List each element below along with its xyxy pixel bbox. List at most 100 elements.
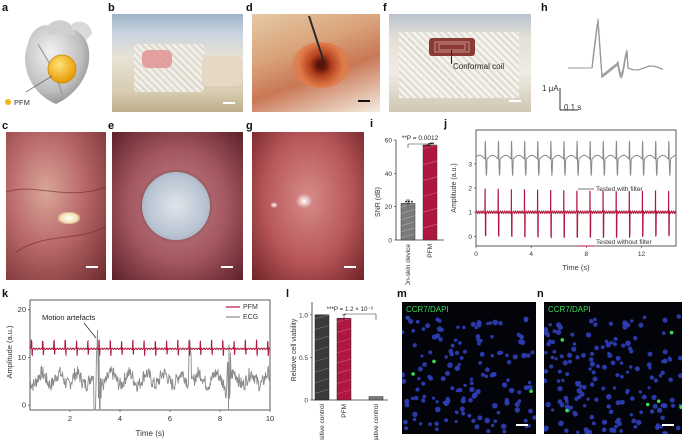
dapi-nucleus xyxy=(521,352,527,359)
dapi-nucleus xyxy=(586,429,593,434)
ccr7-cell xyxy=(656,399,661,403)
dapi-nucleus xyxy=(425,323,431,329)
dapi-nucleus xyxy=(563,395,569,401)
k-annotation-arrow xyxy=(83,322,97,339)
dapi-nucleus xyxy=(490,354,494,358)
i-category-label: PFM xyxy=(427,244,434,258)
dapi-nucleus xyxy=(662,358,668,364)
surgery-photo-b xyxy=(112,14,243,112)
dapi-nucleus xyxy=(557,399,563,404)
dapi-nucleus xyxy=(593,317,597,322)
dapi-nucleus xyxy=(647,351,653,357)
dapi-nucleus xyxy=(506,378,510,382)
dapi-nucleus xyxy=(421,381,426,386)
dapi-nucleus xyxy=(447,362,453,368)
dapi-nucleus xyxy=(619,399,625,405)
dapi-nucleus xyxy=(660,403,666,408)
dapi-nucleus xyxy=(545,401,551,408)
dapi-nucleus xyxy=(636,419,642,426)
dapi-nucleus xyxy=(428,422,432,427)
dapi-nucleus xyxy=(557,369,562,374)
ccr7-cell xyxy=(560,338,565,342)
surgery-photo-d xyxy=(252,14,380,112)
dapi-nucleus xyxy=(646,362,652,368)
panel-letter-i: i xyxy=(370,118,374,130)
dapi-nucleus xyxy=(660,370,665,375)
coil-icon xyxy=(434,41,470,53)
dapi-nucleus xyxy=(459,406,465,412)
dapi-nucleus xyxy=(610,360,616,366)
dapi-nucleus xyxy=(410,396,415,401)
dapi-nucleus xyxy=(544,378,548,384)
i-point xyxy=(411,200,413,203)
dapi-nucleus xyxy=(470,321,476,327)
dapi-nucleus xyxy=(528,384,533,390)
dapi-nucleus xyxy=(629,413,633,417)
dapi-nucleus xyxy=(564,428,569,433)
dapi-nucleus xyxy=(516,332,522,337)
dapi-nucleus xyxy=(491,371,497,377)
conformal-coil-label: Conformal coil xyxy=(453,62,505,71)
chart-k: Amplitude (a.u.) 2 4 6 8 10 0 10 20 Time (s) PF… xyxy=(5,299,274,438)
j-frame xyxy=(475,129,677,247)
dapi-nucleus xyxy=(530,350,535,355)
dapi-nucleus xyxy=(655,423,660,428)
i-point xyxy=(405,200,407,203)
dapi-nucleus xyxy=(601,427,607,432)
panel-letter-j: j xyxy=(444,118,448,130)
dapi-nucleus xyxy=(609,427,615,433)
l-bar-hatch xyxy=(336,338,352,343)
dapi-nucleus xyxy=(570,332,575,337)
dapi-nucleus xyxy=(527,380,532,385)
dapi-nucleus xyxy=(594,397,599,402)
dapi-nucleus xyxy=(620,374,624,379)
dapi-nucleus xyxy=(652,403,658,409)
dapi-nucleus xyxy=(675,425,681,431)
dapi-nucleus xyxy=(422,394,427,399)
dapi-nucleus xyxy=(402,378,407,384)
dapi-nucleus xyxy=(574,381,580,386)
dapi-nucleus xyxy=(606,404,611,409)
dapi-nucleus xyxy=(450,386,455,391)
i-category-label: On-skin device xyxy=(405,244,412,285)
dapi-nucleus xyxy=(450,343,455,348)
dapi-nucleus xyxy=(444,418,449,423)
j-xtick-label: 12 xyxy=(638,251,646,258)
dapi-nucleus xyxy=(615,373,620,378)
chart-l: Relative cell viability 0 0.5 1.0 Positive … xyxy=(291,302,388,440)
dapi-nucleus xyxy=(412,411,418,418)
i-bar-hatch xyxy=(400,221,416,226)
dapi-nucleus xyxy=(484,367,490,373)
dapi-nucleus xyxy=(564,404,571,410)
dapi-nucleus xyxy=(577,394,582,400)
l-ylabel: Relative cell viability xyxy=(291,318,298,381)
dapi-nucleus xyxy=(639,410,644,415)
dapi-nucleus xyxy=(571,346,577,352)
dapi-nucleus xyxy=(445,398,451,404)
dapi-nucleus xyxy=(499,350,504,355)
j-legend-filter: Tested with filter xyxy=(596,186,643,193)
k-motion-artefacts-label: Motion artefacts xyxy=(42,313,96,322)
dapi-nucleus xyxy=(457,362,461,367)
dapi-nucleus xyxy=(486,429,491,434)
dapi-nucleus xyxy=(608,321,614,326)
l-bar-hatch xyxy=(314,335,330,341)
dapi-nucleus xyxy=(607,353,613,359)
surgery-photo-f: Conformal coil xyxy=(389,14,531,112)
ccr7-cell xyxy=(411,372,415,376)
dapi-nucleus xyxy=(404,398,410,404)
dapi-nucleus xyxy=(562,360,568,366)
i-point xyxy=(408,200,410,203)
dapi-nucleus xyxy=(626,323,631,328)
dapi-nucleus xyxy=(629,319,634,323)
dapi-nucleus xyxy=(625,388,630,393)
k-xtick-label: 6 xyxy=(168,414,172,423)
dapi-nucleus xyxy=(420,354,424,358)
h-trace-group xyxy=(568,18,664,79)
dapi-nucleus xyxy=(559,354,564,359)
dapi-nucleus xyxy=(467,413,472,418)
k-ytick-label: 0 xyxy=(22,401,26,410)
dapi-nucleus xyxy=(490,423,495,428)
dapi-nucleus xyxy=(505,353,509,358)
dapi-nucleus xyxy=(600,345,605,350)
